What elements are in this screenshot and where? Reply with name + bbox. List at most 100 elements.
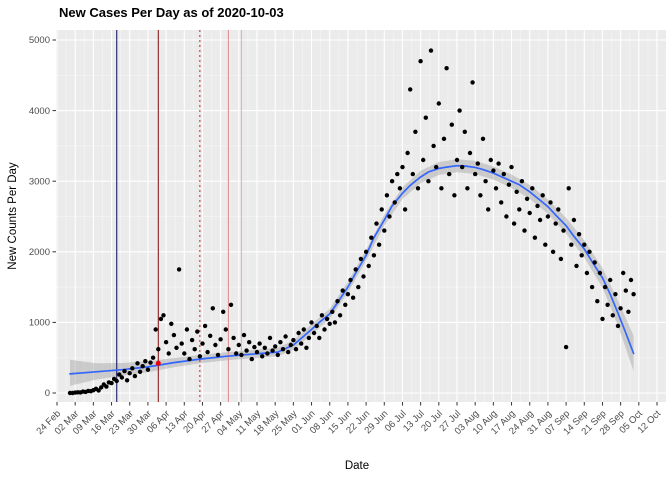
- data-point: [574, 263, 579, 269]
- data-point: [124, 378, 130, 383]
- data-point: [226, 347, 231, 352]
- data-point: [371, 253, 377, 258]
- data-point: [579, 253, 584, 258]
- data-point: [332, 320, 338, 325]
- data-point: [156, 347, 161, 352]
- data-point: [363, 249, 369, 254]
- data-point: [496, 161, 501, 166]
- data-point: [140, 364, 145, 369]
- data-point: [221, 309, 226, 314]
- data-point: [480, 136, 486, 141]
- data-point: [597, 270, 603, 276]
- y-tick-label: 1000: [29, 318, 50, 329]
- data-point: [514, 189, 519, 194]
- confidence-ribbon: [70, 159, 634, 386]
- data-point: [314, 323, 319, 329]
- data-point: [169, 321, 174, 326]
- data-point: [524, 196, 530, 201]
- data-point: [143, 359, 148, 364]
- data-point: [324, 316, 330, 322]
- data-point: [589, 284, 595, 290]
- data-point: [582, 242, 587, 247]
- data-point: [499, 200, 504, 205]
- data-point: [374, 221, 379, 226]
- data-point: [153, 327, 158, 332]
- data-point: [384, 193, 390, 198]
- data-point: [626, 309, 631, 314]
- data-point: [127, 371, 132, 376]
- data-point: [192, 347, 197, 352]
- data-point: [247, 340, 252, 345]
- data-point: [353, 267, 358, 272]
- data-point: [184, 327, 190, 332]
- data-point: [615, 323, 621, 329]
- data-point: [254, 349, 260, 355]
- data-point: [163, 340, 169, 345]
- data-point: [444, 66, 449, 71]
- data-point: [176, 267, 182, 272]
- data-point: [434, 164, 439, 170]
- data-point: [527, 210, 532, 216]
- data-point: [223, 327, 228, 332]
- data-point: [350, 295, 356, 300]
- y-axis-title: New Counts Per Day: [7, 162, 19, 270]
- data-point: [137, 369, 143, 374]
- data-point: [517, 207, 522, 212]
- data-point: [171, 332, 177, 338]
- data-point: [405, 150, 410, 156]
- data-point: [431, 143, 436, 149]
- data-point: [249, 356, 254, 362]
- data-point: [504, 214, 509, 219]
- data-point: [563, 344, 569, 350]
- data-point: [202, 323, 208, 329]
- data-point: [501, 171, 506, 177]
- data-point: [467, 150, 473, 156]
- data-point: [548, 200, 553, 205]
- data-point: [553, 221, 558, 226]
- data-point: [491, 168, 496, 173]
- scatter-points: [67, 48, 636, 396]
- data-point: [340, 288, 345, 293]
- data-point: [241, 332, 247, 338]
- data-point: [408, 87, 413, 92]
- data-point: [602, 284, 608, 290]
- data-point: [293, 347, 299, 352]
- data-point: [486, 207, 491, 212]
- data-point: [449, 122, 454, 127]
- data-point: [473, 171, 478, 177]
- data-point: [387, 214, 392, 219]
- data-point: [358, 256, 364, 262]
- data-point: [210, 306, 215, 311]
- y-tick-label: 0: [45, 388, 50, 399]
- data-point: [628, 277, 634, 283]
- y-tick-label: 3000: [29, 176, 50, 187]
- data-point: [511, 221, 517, 226]
- data-point: [369, 235, 374, 240]
- data-point: [356, 284, 361, 290]
- data-point: [337, 313, 343, 318]
- data-point: [122, 368, 127, 374]
- data-point: [571, 217, 577, 223]
- data-point: [558, 256, 564, 262]
- data-point: [413, 129, 418, 134]
- data-point: [631, 292, 636, 297]
- data-point: [187, 356, 192, 362]
- data-point: [265, 351, 270, 356]
- data-point: [132, 373, 138, 379]
- x-axis-title: Date: [344, 460, 370, 472]
- data-point: [130, 366, 135, 371]
- data-point: [488, 157, 493, 163]
- data-point: [561, 228, 566, 233]
- data-point: [475, 161, 480, 166]
- data-point: [457, 108, 462, 113]
- data-point: [104, 384, 109, 389]
- data-point: [283, 334, 288, 339]
- data-point: [506, 182, 512, 187]
- data-point: [569, 242, 574, 247]
- data-point: [348, 277, 353, 283]
- data-point: [535, 203, 540, 209]
- y-tick-labels: 0 1000 2000 3000 4000 5000: [29, 35, 50, 399]
- y-tick-label: 4000: [29, 106, 50, 117]
- data-point: [319, 313, 325, 318]
- data-point: [441, 136, 447, 141]
